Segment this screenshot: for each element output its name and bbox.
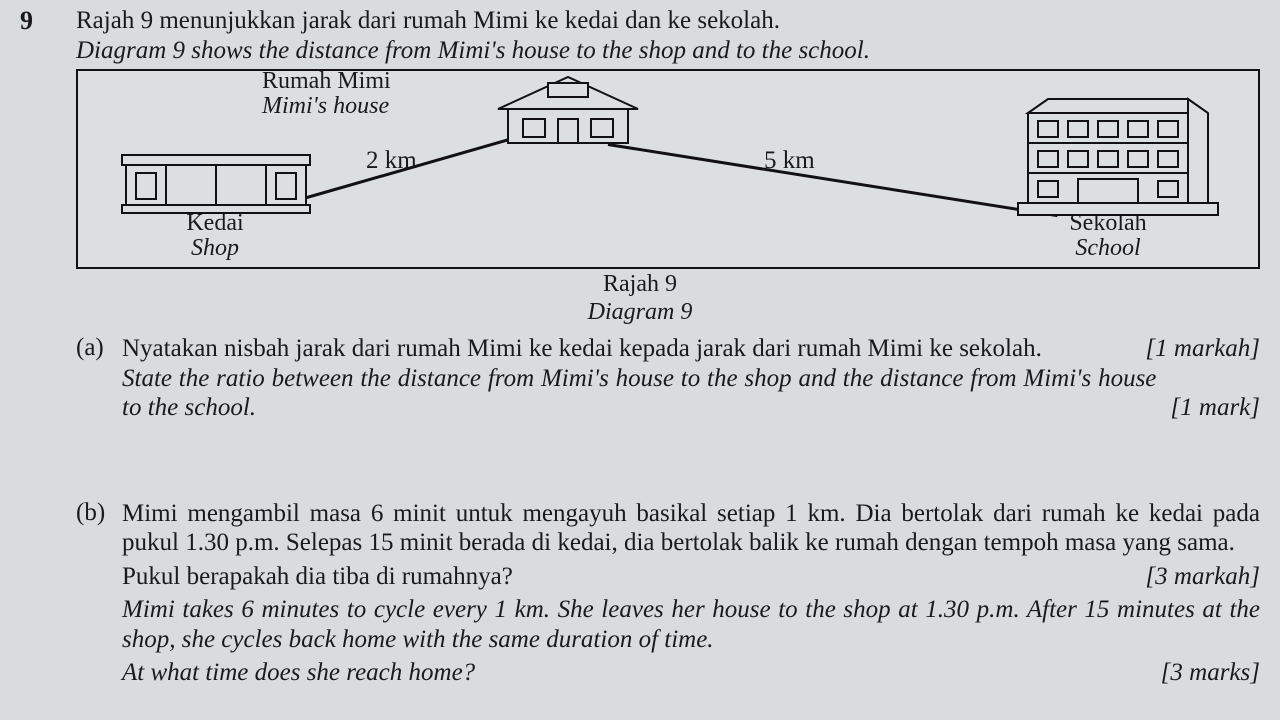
label-shop: Kedai Shop [160, 211, 270, 261]
part-a-mark-en: [1 mark] [1170, 393, 1260, 423]
shop-icon [116, 141, 316, 216]
part-b-malay-1: Mimi mengambil masa 6 minit untuk mengay… [122, 499, 1260, 558]
part-b-label: (b) [76, 499, 122, 688]
part-b-english-1: Mimi takes 6 minutes to cycle every 1 km… [122, 595, 1260, 654]
house-icon [478, 71, 658, 149]
part-a-body: Nyatakan nisbah jarak dari rumah Mimi ke… [122, 334, 1260, 423]
diagram-caption: Rajah 9 Diagram 9 [20, 271, 1260, 326]
part-a-label: (a) [76, 334, 122, 423]
part-a: (a) Nyatakan nisbah jarak dari rumah Mim… [76, 334, 1260, 423]
part-b-body: Mimi mengambil masa 6 minit untuk mengay… [122, 499, 1260, 688]
part-b-malay-2: Pukul berapakah dia tiba di rumahnya? [122, 562, 1145, 592]
label-house-en: Mimi's house [262, 93, 389, 119]
label-house: Rumah Mimi Mimi's house [262, 69, 472, 119]
question-body: Rajah 9 menunjukkan jarak dari rumah Mim… [76, 6, 1260, 65]
part-a-mark-my: [1 markah] [1145, 334, 1260, 364]
part-b-mark-en: [3 marks] [1161, 658, 1260, 688]
label-shop-en: Shop [191, 235, 239, 261]
part-a-english: State the ratio between the distance fro… [122, 364, 1170, 423]
exam-page: 9 Rajah 9 menunjukkan jarak dari rumah M… [0, 0, 1280, 688]
question-number: 9 [20, 6, 76, 65]
label-school-en: School [1075, 235, 1140, 261]
line-house-school [608, 143, 1058, 217]
stem-english: Diagram 9 shows the distance from Mimi's… [76, 36, 1260, 66]
school-icon [1008, 93, 1228, 218]
part-b: (b) Mimi mengambil masa 6 minit untuk me… [76, 499, 1260, 688]
label-school: Sekolah School [1038, 211, 1178, 261]
part-b-english-2: At what time does she reach home? [122, 658, 1161, 688]
caption-malay: Rajah 9 [603, 271, 677, 297]
caption-english: Diagram 9 [588, 299, 693, 325]
part-b-mark-my: [3 markah] [1145, 562, 1260, 592]
label-house-my: Rumah Mimi [262, 68, 391, 94]
diagram-box: Rumah Mimi Mimi's house Kedai Shop Sekol… [76, 69, 1260, 269]
question-stem: 9 Rajah 9 menunjukkan jarak dari rumah M… [20, 6, 1260, 65]
part-a-malay: Nyatakan nisbah jarak dari rumah Mimi ke… [122, 334, 1145, 364]
stem-malay: Rajah 9 menunjukkan jarak dari rumah Mim… [76, 6, 1260, 36]
